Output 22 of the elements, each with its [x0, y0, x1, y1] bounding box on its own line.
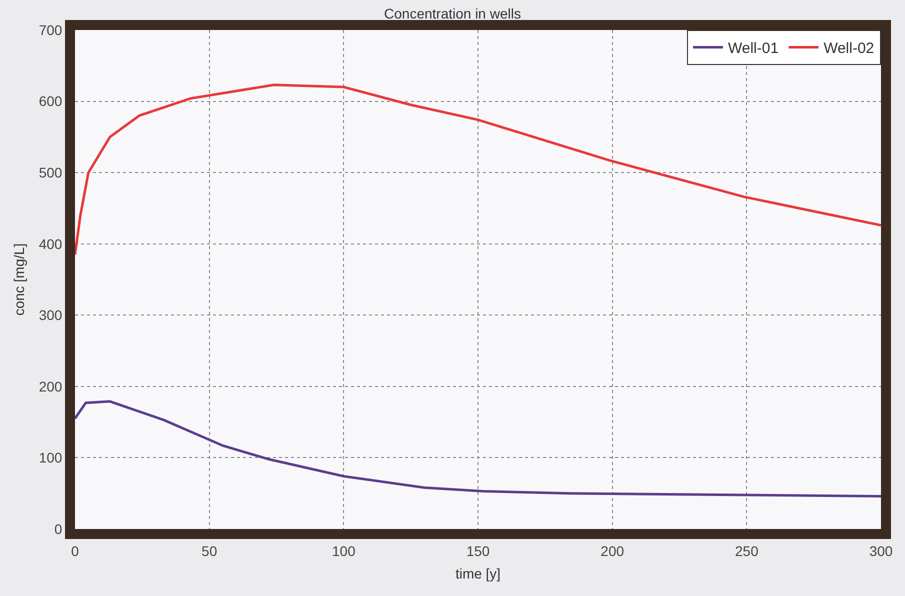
legend-label: Well-01	[728, 40, 779, 58]
y-tick-label: 400	[38, 236, 62, 252]
chart-title: Concentration in wells	[384, 6, 521, 22]
x-axis-title: time [y]	[455, 566, 501, 582]
y-tick-label: 700	[38, 22, 62, 38]
line-series	[75, 84, 881, 256]
y-tick-label: 500	[38, 164, 62, 180]
x-tick-label: 200	[600, 542, 624, 559]
y-tick-label: 0	[54, 520, 62, 537]
x-tick-label: 250	[734, 542, 759, 559]
x-tick-label: 150	[466, 542, 490, 559]
x-tick-label: 50	[202, 542, 218, 559]
y-tick-label: 200	[38, 378, 62, 394]
y-axis-title: conc [mg/L]	[10, 243, 27, 316]
y-tick-label: 100	[38, 450, 62, 466]
x-tick-label: 100	[332, 542, 356, 559]
y-tick-label: 300	[38, 307, 62, 324]
y-tick-label: 600	[38, 93, 62, 110]
line-series	[75, 400, 881, 498]
x-tick-label: 300	[869, 542, 893, 559]
x-tick-label: 0	[71, 542, 80, 559]
legend-label: Well-02	[824, 40, 874, 58]
